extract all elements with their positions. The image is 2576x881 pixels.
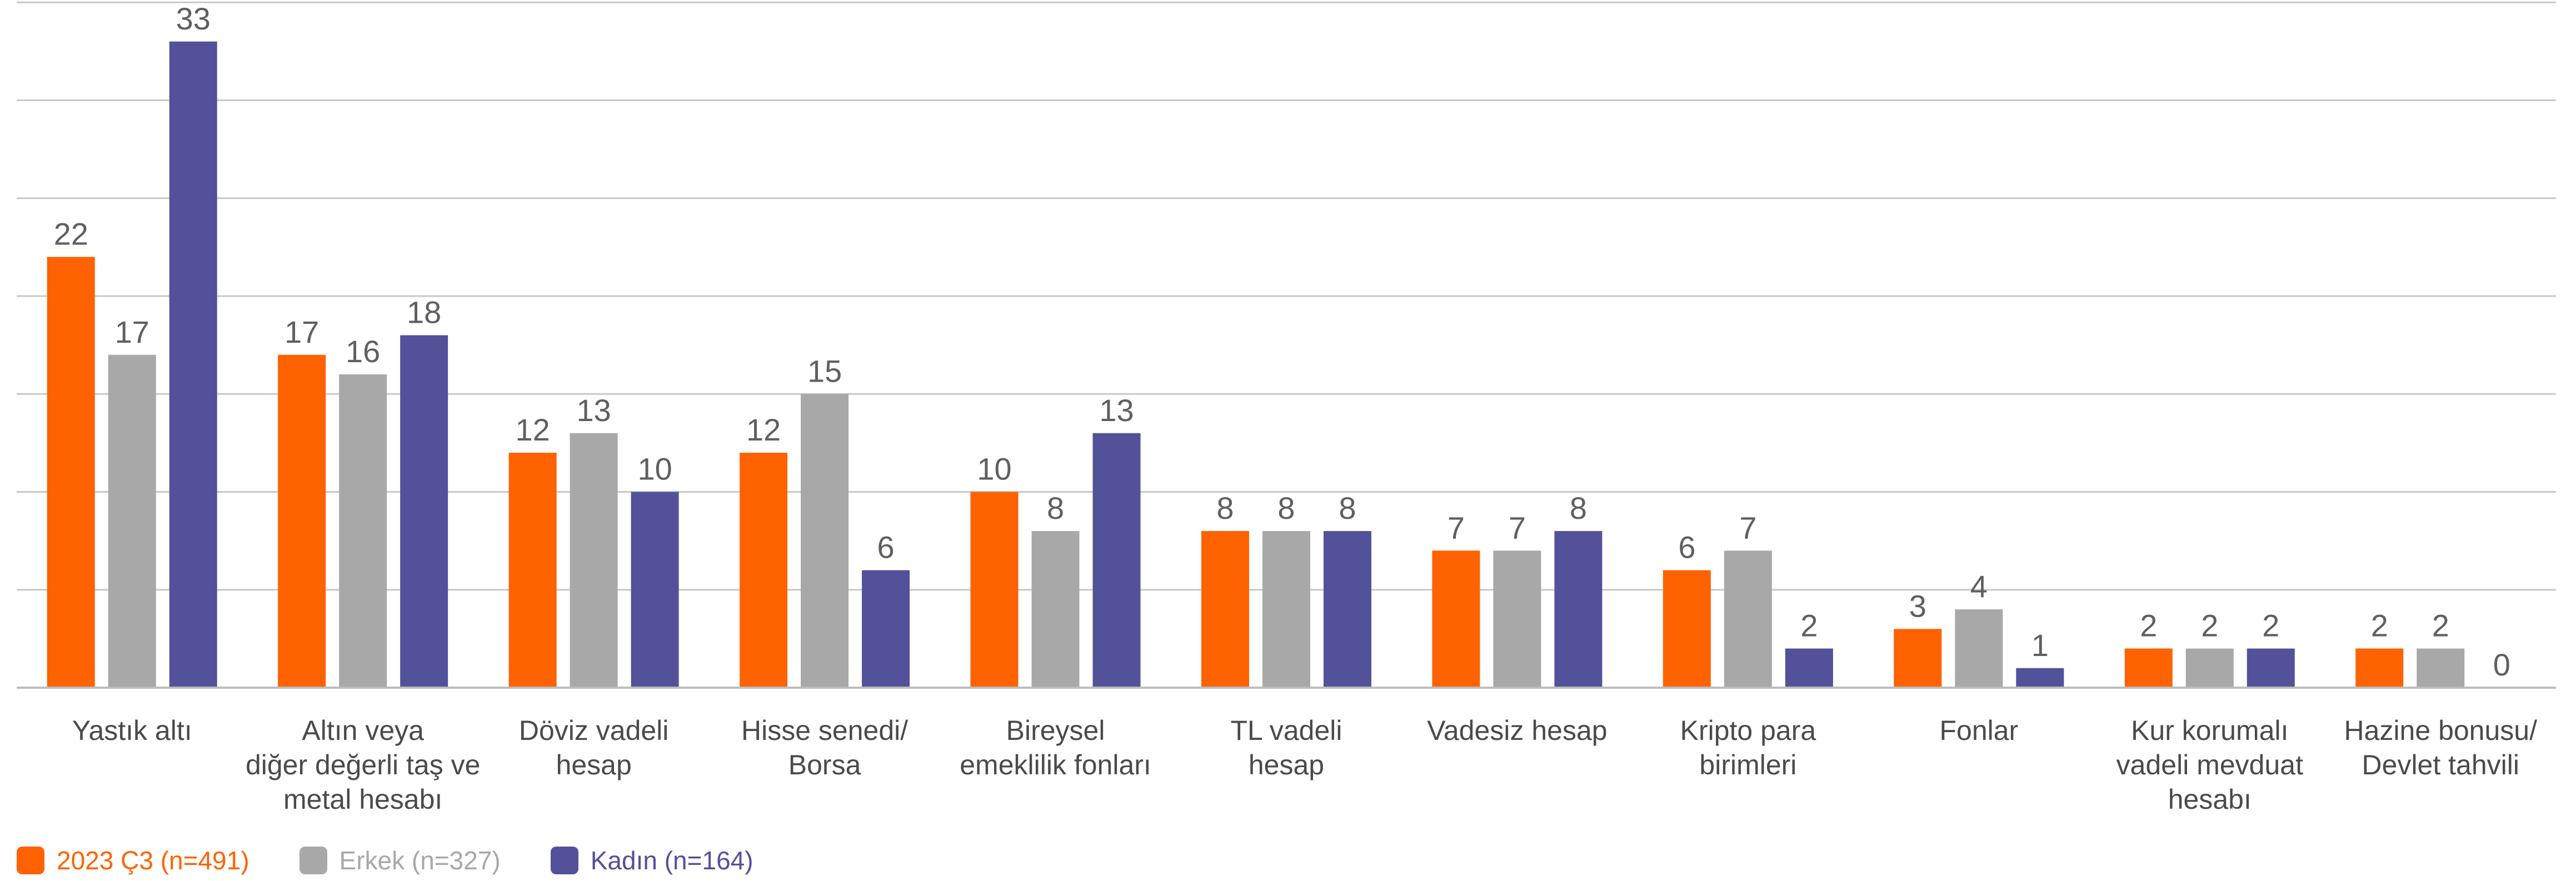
data-label: 0 xyxy=(2493,647,2510,682)
bar xyxy=(1432,550,1480,688)
data-label: 33 xyxy=(176,1,211,36)
data-label: 18 xyxy=(407,295,441,330)
data-label: 8 xyxy=(1047,490,1064,525)
data-label: 12 xyxy=(515,412,550,447)
data-label: 2 xyxy=(2432,608,2449,643)
category-label: Bireysel emeklilik fonları xyxy=(960,715,1151,780)
bar xyxy=(1262,531,1310,688)
bar xyxy=(1324,531,1371,688)
bar xyxy=(740,453,788,688)
bar xyxy=(508,453,557,688)
data-label: 13 xyxy=(576,393,611,428)
bar xyxy=(2185,648,2234,688)
bar xyxy=(169,41,217,688)
bar xyxy=(108,354,156,688)
category-label: Vadesiz hesap xyxy=(1427,715,1607,746)
bar xyxy=(1724,550,1772,688)
bar xyxy=(1092,433,1141,688)
category-label: Yastık altı xyxy=(72,715,192,746)
data-label: 2 xyxy=(2140,608,2157,643)
data-label: 8 xyxy=(1277,490,1295,525)
data-label: 15 xyxy=(807,353,842,388)
data-label: 8 xyxy=(1570,490,1587,525)
legend-swatch xyxy=(299,847,327,874)
data-label: 17 xyxy=(284,314,319,349)
bar xyxy=(1955,609,2003,688)
bar xyxy=(1554,531,1602,688)
data-label: 13 xyxy=(1099,393,1134,428)
data-label: 1 xyxy=(2031,628,2049,663)
data-label: 16 xyxy=(346,334,380,369)
bar xyxy=(801,394,849,688)
category-label: Döviz vadeli hesap xyxy=(519,715,669,780)
data-label: 7 xyxy=(1447,510,1465,545)
data-label: 12 xyxy=(746,412,781,447)
data-label: 3 xyxy=(1909,588,1926,623)
bar xyxy=(278,354,326,688)
category-label: Altın veya diğer değerli taş ve metal hesa… xyxy=(246,715,480,815)
category-label: Kripto para birimleri xyxy=(1680,715,1816,780)
data-label: 2 xyxy=(2201,608,2218,643)
bar xyxy=(1493,550,1541,688)
bar xyxy=(2246,648,2295,688)
bar xyxy=(47,257,95,688)
data-label: 10 xyxy=(637,452,672,487)
legend-item: 2023 Ç3 (n=491) xyxy=(17,845,249,875)
data-label: 8 xyxy=(1339,490,1356,525)
bar xyxy=(2124,648,2173,688)
category-label: Fonlar xyxy=(1939,715,2018,746)
data-label: 6 xyxy=(877,530,895,565)
bar xyxy=(1031,531,1080,688)
legend-swatch xyxy=(17,847,44,874)
data-label: 6 xyxy=(1678,530,1695,565)
bar xyxy=(400,335,448,688)
category-label: Hazine bonusu/Devlet tahvili xyxy=(2344,715,2538,780)
legend-label: 2023 Ç3 (n=491) xyxy=(57,846,249,875)
bar xyxy=(862,570,910,688)
legend: 2023 Ç3 (n=491) Erkek (n=327) Kadın (n=164… xyxy=(17,845,803,875)
data-label: 10 xyxy=(977,452,1011,487)
bar xyxy=(1785,648,1833,688)
bar xyxy=(631,492,679,688)
legend-swatch xyxy=(550,847,578,874)
category-label: TL vadeli hesap xyxy=(1230,715,1342,780)
data-label: 22 xyxy=(54,217,88,252)
data-label: 2 xyxy=(2262,608,2279,643)
data-label: 7 xyxy=(1509,510,1526,545)
data-label: 2 xyxy=(2371,608,2388,643)
bar xyxy=(1201,531,1249,688)
data-label: 7 xyxy=(1739,510,1756,545)
legend-label: Kadın (n=164) xyxy=(590,846,753,875)
data-label: 4 xyxy=(1970,569,1988,604)
bar xyxy=(1894,629,1942,688)
data-label: 2 xyxy=(1800,608,1818,643)
bar xyxy=(2355,648,2404,688)
data-label: 8 xyxy=(1216,490,1234,525)
category-label: Kur korumalı vadeli mevduat hesabı xyxy=(2116,715,2303,815)
category-label: Hisse senedi/Borsa xyxy=(741,715,908,780)
bar xyxy=(2417,648,2465,688)
data-label: 17 xyxy=(115,314,149,349)
legend-item: Erkek (n=327) xyxy=(299,845,501,875)
bar xyxy=(339,374,387,688)
bar xyxy=(970,492,1019,688)
bar xyxy=(1663,570,1711,688)
bar xyxy=(570,433,618,688)
bar xyxy=(2016,668,2064,688)
legend-label: Erkek (n=327) xyxy=(339,846,501,875)
legend-item: Kadın (n=164) xyxy=(550,845,753,875)
